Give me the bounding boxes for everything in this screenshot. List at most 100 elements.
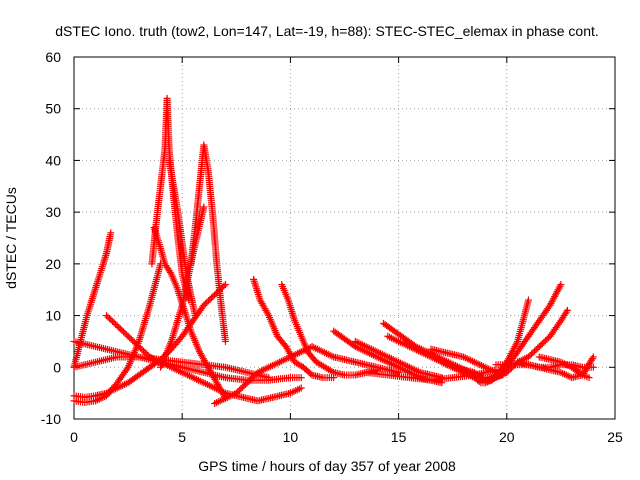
data-point xyxy=(208,294,216,302)
data-point xyxy=(251,371,259,379)
series-5 xyxy=(165,156,199,320)
data-point xyxy=(248,374,256,382)
data-point xyxy=(535,343,543,351)
series-11 xyxy=(70,353,273,382)
series-26 xyxy=(514,358,597,371)
data-point xyxy=(589,363,597,371)
data-point xyxy=(220,282,228,290)
data-point xyxy=(160,353,168,361)
data-point xyxy=(577,370,585,378)
data-point xyxy=(212,289,220,297)
data-point xyxy=(246,376,254,384)
data-point xyxy=(589,353,597,361)
data-point xyxy=(265,374,273,382)
data-point xyxy=(124,332,132,340)
data-point xyxy=(537,341,545,349)
data-point xyxy=(109,317,117,325)
data-point xyxy=(206,295,214,303)
data-point xyxy=(526,351,534,359)
data-point xyxy=(200,301,208,309)
series-24 xyxy=(481,306,571,387)
data-point xyxy=(242,380,250,388)
data-point xyxy=(119,328,127,336)
x-tick-label: 15 xyxy=(391,429,407,445)
series-17 xyxy=(351,337,446,382)
data-point xyxy=(123,331,131,339)
axis-tick-labels: 0 5 10 15 20 25 -10 0 10 20 30 40 50 60 xyxy=(41,49,623,445)
data-point xyxy=(136,344,144,352)
data-point xyxy=(534,344,542,352)
data-points xyxy=(70,94,597,407)
data-point xyxy=(218,283,226,291)
data-point xyxy=(130,338,138,346)
data-point xyxy=(503,368,511,376)
data-point xyxy=(528,350,536,358)
data-point xyxy=(563,306,571,314)
data-point xyxy=(538,340,546,348)
data-point xyxy=(211,291,219,299)
data-point xyxy=(328,367,336,375)
data-point xyxy=(556,282,564,290)
data-point xyxy=(164,348,172,356)
data-point xyxy=(543,335,551,343)
data-point xyxy=(557,281,565,289)
data-point xyxy=(297,384,305,392)
data-point xyxy=(221,337,229,345)
data-point xyxy=(588,355,596,363)
data-point xyxy=(541,337,549,345)
data-point xyxy=(240,382,248,390)
data-point xyxy=(237,385,245,393)
data-point xyxy=(201,300,209,308)
data-point xyxy=(532,346,540,354)
x-tick-label: 0 xyxy=(70,429,78,445)
data-point xyxy=(297,374,305,382)
data-point xyxy=(102,312,110,320)
data-point xyxy=(132,340,140,348)
y-tick-label: 40 xyxy=(45,152,61,168)
data-point xyxy=(524,353,532,361)
data-point xyxy=(166,268,174,276)
data-point xyxy=(531,347,539,355)
data-point xyxy=(438,374,446,382)
data-point xyxy=(249,373,257,381)
data-point xyxy=(140,347,148,355)
data-point xyxy=(524,296,532,304)
y-axis-label: dSTEC / TECUs xyxy=(3,187,19,289)
x-tick-label: 10 xyxy=(283,429,299,445)
data-point xyxy=(540,338,548,346)
data-point xyxy=(110,319,118,327)
data-point xyxy=(238,383,246,391)
y-tick-label: 0 xyxy=(53,359,61,375)
data-point xyxy=(203,298,211,306)
data-point xyxy=(221,281,229,289)
data-point xyxy=(126,334,134,342)
x-tick-label: 5 xyxy=(178,429,186,445)
data-point xyxy=(118,326,126,334)
data-point xyxy=(104,313,112,321)
data-point xyxy=(113,322,121,330)
axis-ticks xyxy=(73,56,616,420)
series-27 xyxy=(535,353,593,382)
data-point xyxy=(138,346,146,354)
data-point xyxy=(232,389,240,397)
data-point xyxy=(234,388,242,396)
data-point xyxy=(562,308,570,316)
data-point xyxy=(504,367,512,375)
data-point xyxy=(585,374,593,382)
data-point xyxy=(129,337,137,345)
data-point xyxy=(506,366,514,374)
data-point xyxy=(307,370,315,378)
data-point xyxy=(243,379,251,387)
x-tick-label: 25 xyxy=(607,429,623,445)
y-tick-label: 50 xyxy=(45,101,61,117)
data-point xyxy=(127,335,135,343)
x-tick-label: 20 xyxy=(499,429,515,445)
data-point xyxy=(235,386,243,394)
plot-frame xyxy=(73,56,616,420)
data-point xyxy=(163,350,171,358)
data-point xyxy=(264,310,272,318)
data-point xyxy=(106,315,114,323)
y-tick-label: 10 xyxy=(45,308,61,324)
y-tick-label: -10 xyxy=(41,411,61,427)
